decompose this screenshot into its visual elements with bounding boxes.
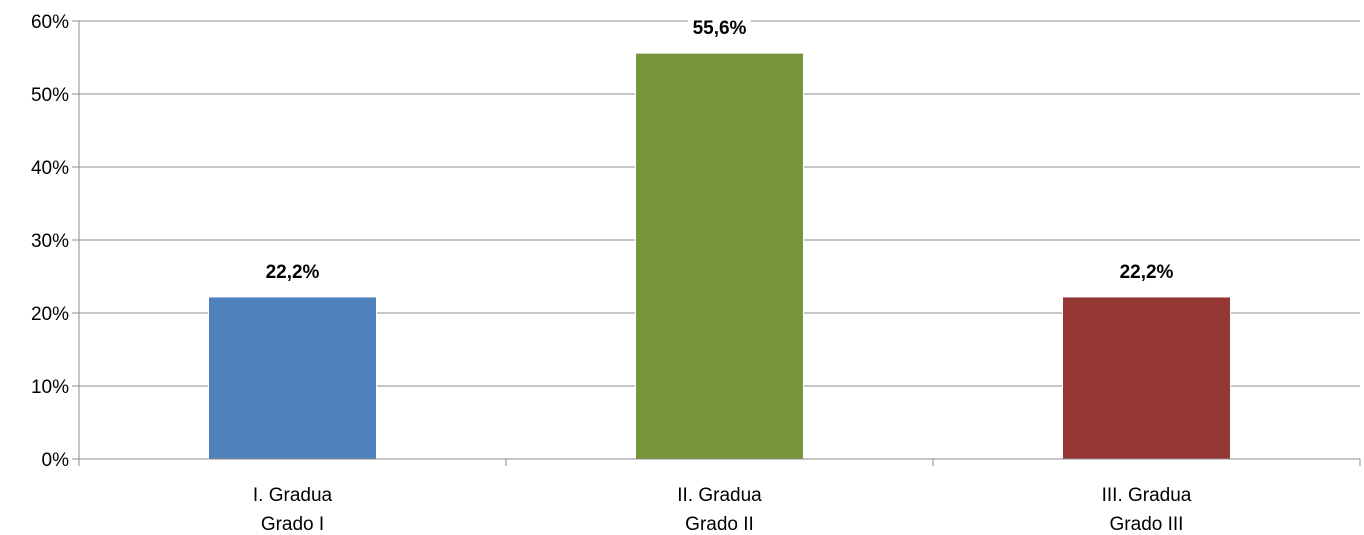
- bar: [635, 52, 804, 460]
- bar: [208, 296, 377, 460]
- x-tick-label: II. Gradua: [677, 485, 762, 506]
- bars: [208, 52, 1231, 460]
- y-tick-label: 0%: [42, 450, 70, 471]
- data-labels: 22,2% 55,6% 22,2%: [266, 13, 1174, 283]
- x-tick-label: Grado II: [685, 514, 754, 535]
- x-tick-label: III. Gradua: [1102, 485, 1192, 506]
- x-tick-label: Grado III: [1110, 514, 1184, 535]
- data-label: 55,6%: [693, 18, 747, 39]
- y-tick-label: 40%: [31, 158, 69, 179]
- x-tick-label: Grado I: [261, 514, 324, 535]
- y-tick-label: 30%: [31, 231, 69, 252]
- data-label-background: [688, 13, 751, 42]
- data-label: 22,2%: [1120, 262, 1174, 283]
- y-tick-label: 60%: [31, 12, 69, 33]
- y-tick-label: 50%: [31, 85, 69, 106]
- bar: [1062, 296, 1231, 460]
- axes: 0% 10% 20% 30% 40% 50% 60% I. Gradua Grado I II. …: [31, 12, 1361, 535]
- data-label: 22,2%: [266, 262, 320, 283]
- x-tick-label: I. Gradua: [253, 485, 333, 506]
- y-tick-label: 10%: [31, 377, 69, 398]
- y-tick-label: 20%: [31, 304, 69, 325]
